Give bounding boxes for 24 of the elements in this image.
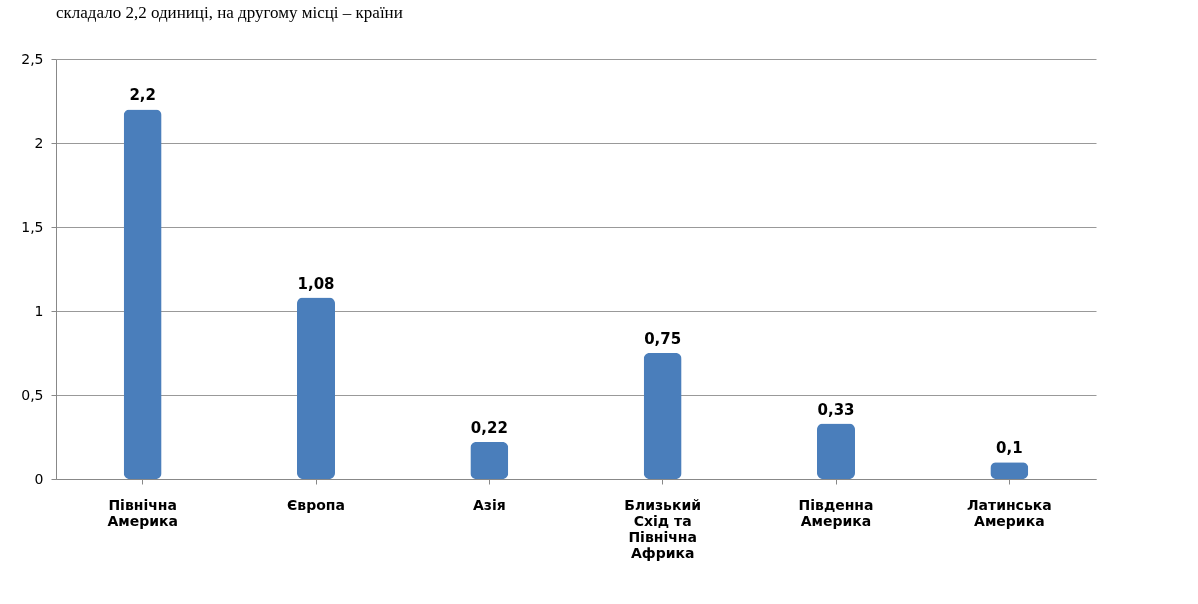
bar [643, 353, 682, 479]
x-tick-label: Близький Схід та Північна Африка [624, 496, 702, 561]
x-tick-label: Південна Америка [798, 496, 874, 529]
text: складало 2,2 одиниці, на другому місці – країни [56, 3, 403, 22]
bar [297, 297, 335, 479]
y-tick-label: 1,5 [21, 218, 44, 235]
x-tick-label: Латинська Америка [966, 496, 1052, 529]
x-tick-label: Європа [287, 496, 345, 513]
y-tick-label: 1 [34, 302, 44, 319]
data-label: 0,33 [817, 400, 855, 419]
bar [123, 109, 162, 479]
y-tick-label: 0 [34, 470, 44, 487]
data-label: 1,08 [297, 274, 335, 293]
y-tick-label: 2 [34, 134, 44, 151]
x-tick-label: Північна Америка [107, 496, 178, 529]
bar [817, 423, 855, 479]
data-label: 0,75 [644, 330, 682, 348]
data-label: 0,1 [996, 439, 1023, 458]
bar [470, 442, 509, 479]
x-tick-label: Азія [472, 496, 506, 513]
y-tick-label: 0,5 [21, 386, 44, 403]
y-tick-label: 2,5 [21, 50, 44, 67]
data-label: 0,22 [470, 419, 508, 438]
data-label: 2,2 [129, 86, 156, 105]
